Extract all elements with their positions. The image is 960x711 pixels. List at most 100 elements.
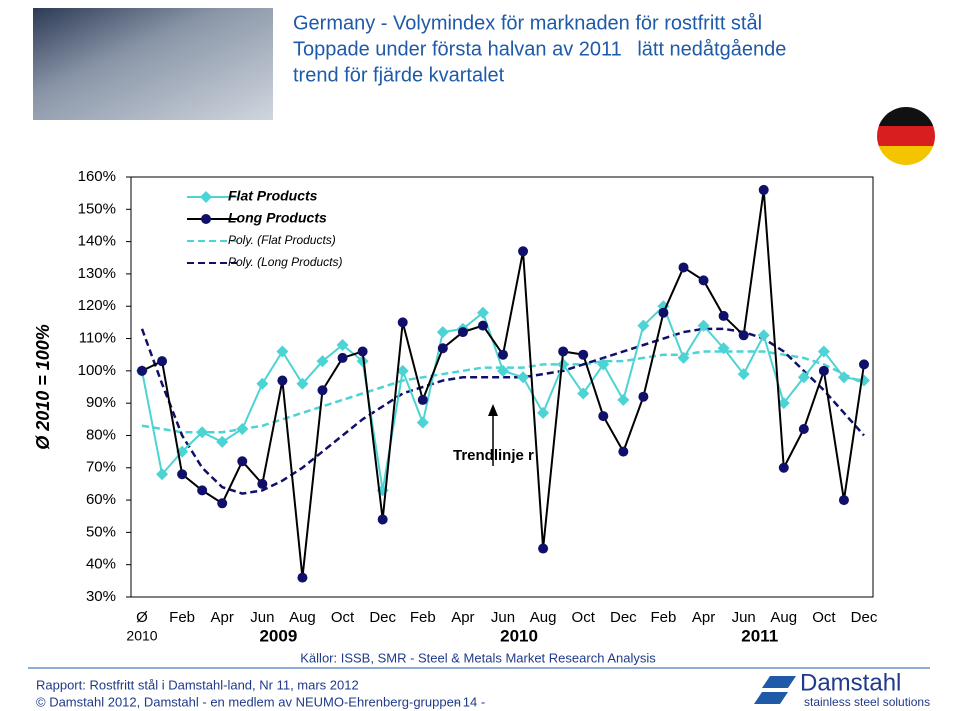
- marker: [717, 342, 730, 355]
- marker: [518, 246, 529, 257]
- marker: [437, 343, 448, 354]
- annotation-arrowhead: [488, 404, 498, 416]
- marker: [697, 319, 710, 332]
- page-number: - 14 -: [455, 694, 485, 709]
- marker: [658, 307, 669, 318]
- title-line: trend för fjärde kvartalet: [293, 64, 505, 86]
- marker: [778, 462, 789, 473]
- x-tick-label: Jun: [250, 609, 274, 626]
- x-group-label: 2011: [741, 626, 778, 645]
- x-tick-label: Dec: [369, 609, 396, 626]
- marker: [337, 352, 348, 363]
- marker: [598, 411, 609, 422]
- x-tick-label: Jun: [732, 609, 756, 626]
- source: Källor: ISSB, SMR - Steel & Metals Marke…: [300, 650, 656, 665]
- plot-area: [130, 176, 874, 598]
- marker: [297, 572, 308, 583]
- marker: [597, 358, 610, 371]
- y-tick-label: 130%: [78, 265, 116, 282]
- trend-line: [141, 350, 865, 434]
- x-tick-label: Aug: [770, 609, 797, 626]
- x-tick-label: Dec: [851, 609, 878, 626]
- marker: [797, 371, 810, 384]
- footer-copyright: © Damstahl 2012, Damstahl - en medlem av…: [36, 694, 461, 709]
- x-tick-label: Apr: [692, 609, 715, 626]
- marker: [357, 346, 368, 357]
- marker: [396, 364, 409, 377]
- marker: [858, 374, 870, 387]
- marker: [137, 365, 147, 376]
- x-tick-label: Feb: [169, 609, 195, 626]
- x-tick-label: Aug: [530, 609, 557, 626]
- x-tick-label: Apr: [211, 609, 234, 626]
- title-line: Germany - Volymindex för marknaden för r…: [293, 12, 762, 34]
- y-tick-label: 160%: [78, 168, 116, 185]
- marker: [197, 485, 208, 496]
- photo: [33, 8, 273, 120]
- marker: [818, 365, 829, 376]
- marker: [477, 320, 488, 331]
- logo: Damstahl: [800, 669, 901, 696]
- marker: [637, 319, 650, 332]
- legend-marker: [201, 214, 211, 224]
- legend-marker: [200, 191, 212, 203]
- marker: [157, 356, 168, 367]
- legend: [183, 185, 373, 273]
- tagline: stainless steel solutions: [804, 695, 930, 709]
- marker: [578, 349, 589, 360]
- marker: [558, 346, 569, 357]
- y-tick-label: 40%: [86, 556, 116, 573]
- marker: [356, 355, 369, 368]
- marker: [276, 345, 289, 358]
- legend-label: Flat Products: [228, 188, 318, 204]
- marker: [216, 435, 229, 448]
- marker: [517, 371, 530, 384]
- marker: [457, 327, 468, 338]
- marker: [557, 358, 570, 371]
- marker: [677, 351, 690, 364]
- marker: [777, 397, 790, 410]
- marker: [317, 385, 328, 396]
- y-tick-label: 150%: [78, 200, 116, 217]
- legend-label: Poly. (Long Products): [228, 255, 343, 269]
- y-tick-label: 30%: [86, 588, 116, 605]
- marker: [217, 498, 228, 509]
- marker: [638, 391, 649, 402]
- x-tick-label: Aug: [289, 609, 316, 626]
- marker: [497, 364, 509, 377]
- marker: [236, 423, 249, 435]
- marker: [476, 306, 489, 319]
- marker: [417, 394, 428, 405]
- marker: [237, 456, 248, 467]
- legend-label: Long Products: [228, 210, 327, 226]
- y-tick-label: 60%: [86, 491, 116, 508]
- x-tick-label: Ø: [136, 609, 148, 626]
- marker: [537, 406, 550, 419]
- flag: [877, 107, 935, 165]
- marker: [718, 310, 729, 321]
- marker: [397, 317, 408, 328]
- marker: [678, 262, 689, 273]
- x-group-label: 2009: [259, 626, 297, 645]
- marker: [416, 416, 429, 429]
- footer-report: Rapport: Rostfritt stål i Damstahl-land,…: [36, 677, 359, 692]
- marker: [156, 468, 169, 481]
- x-group-label: 2010: [500, 626, 538, 645]
- legend-label: Poly. (Flat Products): [228, 233, 336, 247]
- marker: [798, 424, 809, 434]
- marker: [618, 446, 629, 457]
- marker: [256, 377, 269, 390]
- marker: [757, 329, 770, 342]
- marker: [737, 368, 750, 381]
- marker: [738, 330, 749, 341]
- marker: [377, 514, 388, 525]
- marker: [838, 495, 849, 506]
- marker: [257, 478, 268, 489]
- x-tick-label: Dec: [610, 609, 637, 626]
- x-tick-label: Oct: [572, 609, 596, 626]
- marker: [758, 184, 769, 195]
- x-group-label: 2010: [126, 628, 157, 644]
- marker: [698, 275, 709, 286]
- y-tick-label: 120%: [78, 297, 116, 314]
